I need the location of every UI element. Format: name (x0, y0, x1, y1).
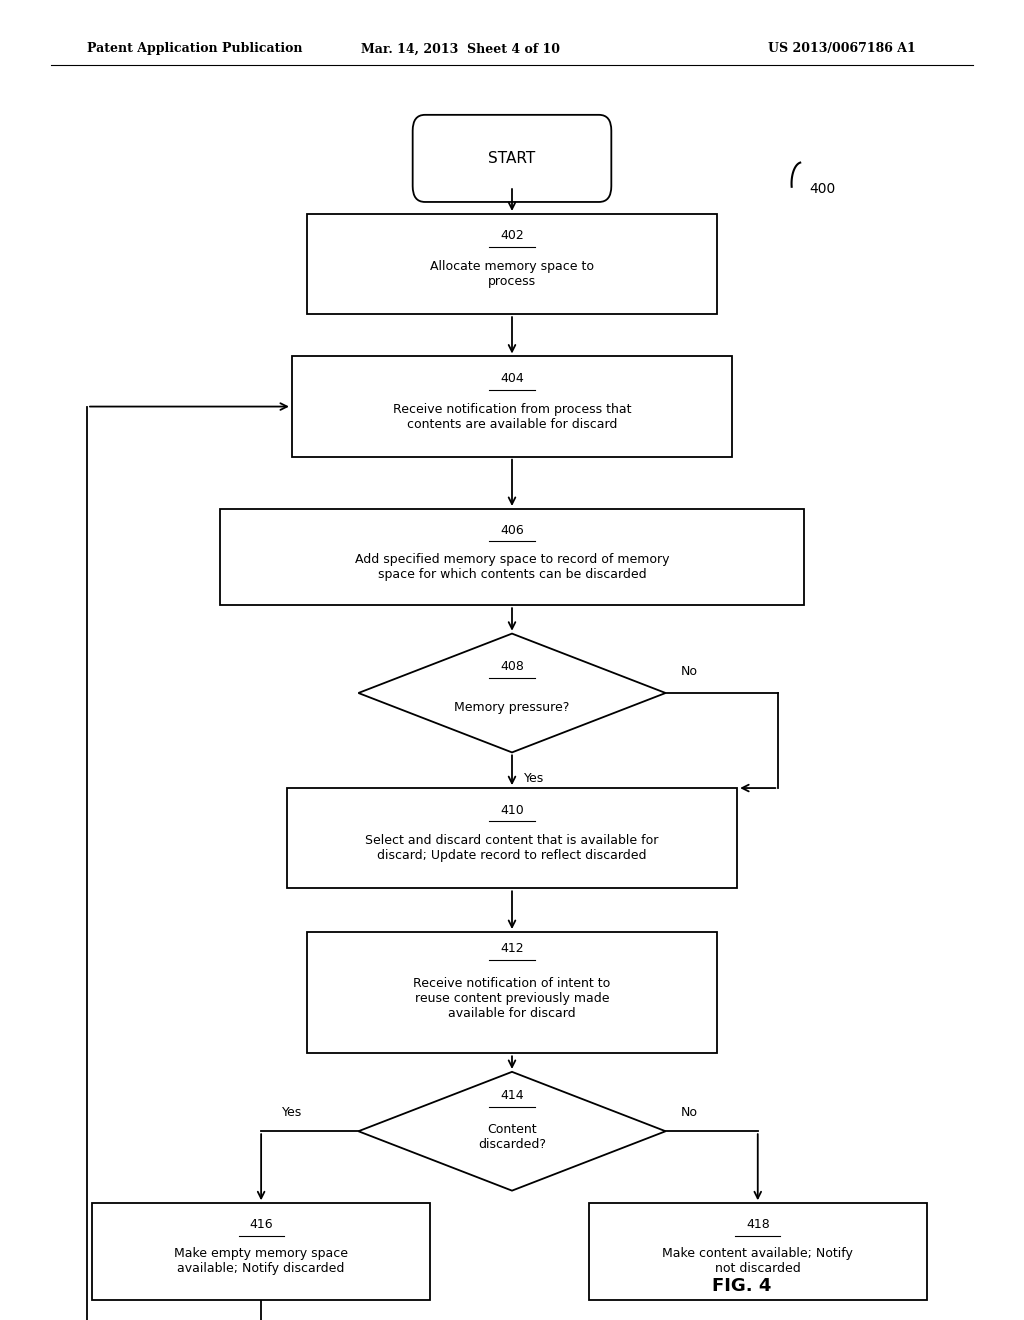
Text: Mar. 14, 2013  Sheet 4 of 10: Mar. 14, 2013 Sheet 4 of 10 (361, 42, 560, 55)
Text: FIG. 4: FIG. 4 (712, 1276, 771, 1295)
Text: 408: 408 (500, 660, 524, 673)
FancyBboxPatch shape (413, 115, 611, 202)
Text: 400: 400 (809, 182, 836, 195)
Bar (92, 1204, 430, 1299)
Polygon shape (358, 1072, 666, 1191)
Text: Content
discarded?: Content discarded? (478, 1123, 546, 1151)
Bar (307, 214, 717, 314)
Text: 410: 410 (500, 804, 524, 817)
Text: 412: 412 (500, 942, 524, 956)
Text: Add specified memory space to record of memory
space for which contents can be d: Add specified memory space to record of … (354, 553, 670, 581)
Text: 404: 404 (500, 372, 524, 385)
Bar (292, 356, 732, 457)
Text: Make content available; Notify
not discarded: Make content available; Notify not disca… (663, 1247, 853, 1275)
Text: Select and discard content that is available for
discard; Update record to refle: Select and discard content that is avail… (366, 834, 658, 862)
Bar (220, 510, 804, 605)
Text: START: START (488, 150, 536, 166)
Text: Receive notification from process that
contents are available for discard: Receive notification from process that c… (393, 403, 631, 430)
Text: Make empty memory space
available; Notify discarded: Make empty memory space available; Notif… (174, 1247, 348, 1275)
Text: Patent Application Publication: Patent Application Publication (87, 42, 302, 55)
Text: Yes: Yes (282, 1106, 302, 1119)
Bar (589, 1204, 927, 1299)
Text: US 2013/0067186 A1: US 2013/0067186 A1 (768, 42, 915, 55)
Text: Memory pressure?: Memory pressure? (455, 701, 569, 714)
Text: Yes: Yes (524, 772, 545, 785)
Text: 416: 416 (249, 1218, 273, 1230)
Text: Receive notification of intent to
reuse content previously made
available for di: Receive notification of intent to reuse … (414, 977, 610, 1020)
Bar (287, 788, 737, 888)
Text: No: No (681, 1106, 698, 1119)
Text: 406: 406 (500, 524, 524, 536)
Text: 402: 402 (500, 230, 524, 243)
Text: Allocate memory space to
process: Allocate memory space to process (430, 260, 594, 288)
Polygon shape (358, 634, 666, 752)
Text: 414: 414 (500, 1089, 524, 1102)
Bar (307, 932, 717, 1053)
Text: No: No (681, 665, 698, 678)
Text: 418: 418 (745, 1218, 770, 1230)
